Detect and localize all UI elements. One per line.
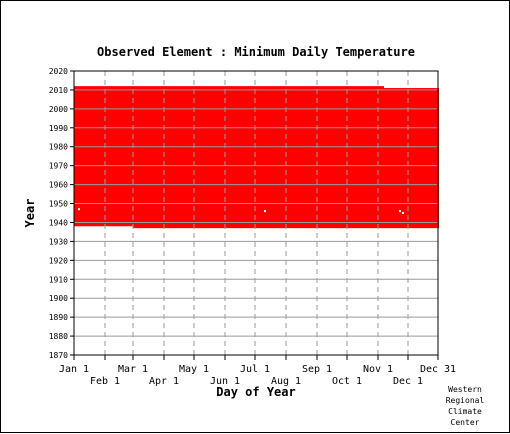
x-tick-label: Jul 1 bbox=[240, 364, 270, 375]
credit-line: Center bbox=[450, 418, 480, 427]
credit-line: Western bbox=[448, 385, 482, 394]
y-tick-label: 1960 bbox=[49, 181, 68, 190]
data-segment bbox=[384, 88, 439, 229]
data-segment bbox=[133, 86, 384, 229]
missing-value-marker bbox=[402, 212, 404, 214]
credit-line: Regional bbox=[445, 396, 485, 405]
y-tick-label: 2020 bbox=[49, 67, 68, 76]
axes: 1870 1880 1890 1900 1910 1920 1930 1940 1950 1960… bbox=[49, 67, 456, 387]
plot-border bbox=[73, 70, 439, 356]
chart-title: Observed Element : Minimum Daily Tempera… bbox=[97, 45, 415, 59]
x-tick-label: Sep 1 bbox=[302, 364, 332, 375]
y-tick-label: 1950 bbox=[49, 200, 68, 209]
x-tick-label: Aug 1 bbox=[271, 376, 301, 387]
x-tick-label: Feb 1 bbox=[90, 376, 120, 387]
x-tick-label: Jun 1 bbox=[210, 376, 240, 387]
data-segment bbox=[74, 86, 133, 227]
x-tick-label: May 1 bbox=[179, 364, 209, 375]
credit-line: Climate bbox=[448, 407, 482, 416]
x-tick-label: Dec 1 bbox=[393, 376, 423, 387]
missing-value-marker bbox=[399, 210, 401, 213]
y-axis-label: Year bbox=[23, 199, 37, 228]
x-tick-label: Apr 1 bbox=[149, 376, 179, 387]
missing-value-marker bbox=[78, 208, 80, 211]
x-tick-label: Mar 1 bbox=[118, 364, 148, 375]
grid-lines bbox=[74, 71, 438, 355]
y-tick-label: 1900 bbox=[49, 294, 68, 303]
y-tick-label: 2000 bbox=[49, 105, 68, 114]
y-tick-label: 1930 bbox=[49, 237, 68, 246]
y-tick-label: 1910 bbox=[49, 275, 68, 284]
x-tick-label: Nov 1 bbox=[363, 364, 393, 375]
y-tick-label: 1990 bbox=[49, 124, 68, 133]
missing-value-marker bbox=[264, 210, 266, 213]
x-tick-label: Jan 1 bbox=[59, 364, 89, 375]
y-tick-label: 1940 bbox=[49, 218, 68, 227]
x-axis-label: Day of Year bbox=[216, 385, 295, 399]
data-fill bbox=[74, 86, 439, 229]
y-tick-label: 1890 bbox=[49, 313, 68, 322]
y-tick-label: 1920 bbox=[49, 256, 68, 265]
y-tick-label: 1880 bbox=[49, 332, 68, 341]
x-tick-label: Dec 31 bbox=[420, 364, 456, 375]
y-tick-label: 1980 bbox=[49, 143, 68, 152]
y-tick-label: 1870 bbox=[49, 351, 68, 360]
y-tick-label: 1970 bbox=[49, 162, 68, 171]
credit-block: Western Regional Climate Center bbox=[435, 384, 495, 428]
y-tick-label: 2010 bbox=[49, 86, 68, 95]
x-tick-label: Oct 1 bbox=[332, 376, 362, 387]
